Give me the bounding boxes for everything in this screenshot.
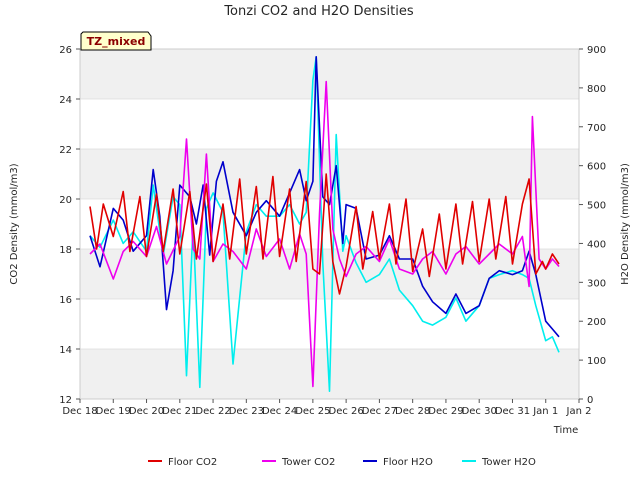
y-left-tick-label: 22 [59,145,72,156]
y-right-tick-label: 100 [587,356,606,367]
x-tick-label: Dec 21 [162,406,197,417]
plot-frame [79,48,580,400]
series-layer [89,55,560,393]
y-axis-left: 12 14 16 18 20 22 24 26 [59,45,80,406]
legend-label-tower-co2: Tower CO2 [281,457,335,468]
y-right-tick-label: 300 [587,278,606,289]
x-tick-label: Dec 24 [262,406,297,417]
x-tick-label: Dec 20 [129,406,164,417]
y-left-tick-label: 18 [59,245,72,256]
x-tick-label: Dec 30 [462,406,497,417]
y-left-tick-label: 12 [59,395,72,406]
x-tick-label: Jan 1 [532,406,558,417]
chart-title: Tonzi CO2 and H2O Densities [223,4,414,19]
y-left-tick-label: 26 [59,45,72,56]
series-line-tower-h2o [89,55,560,393]
site-badge: TZ_mixed [80,31,152,51]
y-right-tick-label: 200 [587,317,606,328]
series-line-tower-co2 [89,80,560,388]
x-tick-label: Dec 19 [96,406,131,417]
y-left-tick-label: 14 [59,345,72,356]
y-left-tick-label: 16 [59,295,72,306]
x-tick-label: Dec 31 [495,406,530,417]
y-left-tick-label: 20 [59,195,72,206]
series-line-floor-h2o [89,55,560,338]
y-right-tick-label: 600 [587,162,606,173]
x-tick-label: Dec 26 [329,406,364,417]
x-tick-label: Jan 2 [566,406,592,417]
x-tick-label: Dec 29 [428,406,463,417]
legend-label-floor-h2o: Floor H2O [383,457,433,468]
y-right-tick-label: 900 [587,45,606,56]
y-axis-right: 0 100 200 300 400 500 600 700 800 900 [579,45,606,406]
x-tick-label: Dec 18 [62,406,97,417]
x-axis-title: Time [553,425,578,436]
y-right-tick-label: 500 [587,201,606,212]
grid-band [80,49,579,99]
y-right-tick-label: 400 [587,239,606,250]
legend: Floor CO2 Tower CO2 Floor H2O Tower H2O [148,457,536,468]
site-badge-label: TZ_mixed [87,35,146,48]
y-axis-right-title: H2O Density (mmol/m3) [620,163,631,285]
x-tick-label: Dec 25 [295,406,330,417]
grid-band [80,249,579,299]
y-axis-left-title: CO2 Density (mmol/m3) [9,163,20,284]
y-right-tick-label: 700 [587,123,606,134]
series-line-floor-co2 [89,173,560,295]
x-tick-label: Dec 22 [195,406,230,417]
y-left-tick-label: 24 [59,95,72,106]
site-badge-box [80,31,152,51]
legend-label-tower-h2o: Tower H2O [481,457,536,468]
y-right-tick-label: 800 [587,84,606,95]
x-tick-label: Dec 27 [362,406,397,417]
legend-label-floor-co2: Floor CO2 [168,457,217,468]
x-tick-label: Dec 28 [395,406,430,417]
x-tick-label: Dec 23 [229,406,264,417]
y-right-tick-label: 0 [587,395,593,406]
